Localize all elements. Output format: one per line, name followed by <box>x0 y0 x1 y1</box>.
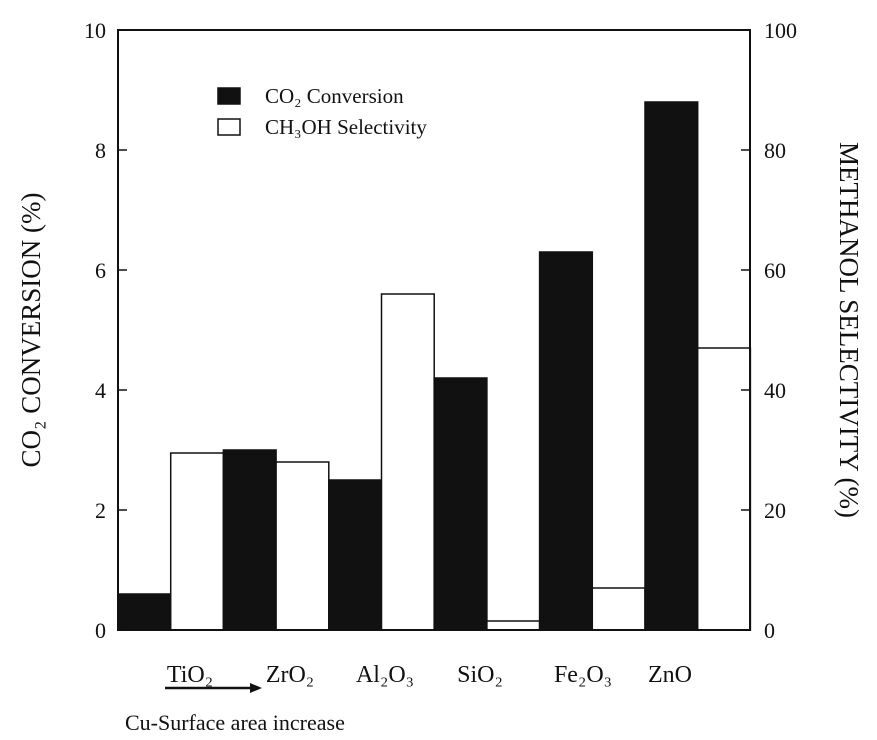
category-label: TiO₂ <box>167 662 213 688</box>
y-axis-right-label: METHANOL SELECTIVITY (%) <box>834 142 864 518</box>
legend: CO₂ Conversion CH₃OH Selectivity <box>217 84 427 139</box>
right-axis: 0 20 40 60 80 100 <box>741 18 797 643</box>
bar-co2-conversion <box>328 479 383 631</box>
bar-co2-conversion <box>433 377 488 631</box>
bar-co2-conversion <box>117 593 172 631</box>
bar-co2-conversion <box>644 101 699 631</box>
category-label: Al₂O₃ <box>356 662 414 688</box>
left-tick-label: 10 <box>84 18 106 43</box>
annotation-arrow <box>165 683 262 693</box>
left-tick-label: 4 <box>95 378 106 403</box>
left-tick-label: 0 <box>95 618 106 643</box>
plot-frame <box>117 29 751 631</box>
bar-ch3oh-selectivity <box>275 461 330 631</box>
left-tick-label: 6 <box>95 258 106 283</box>
legend-label-co2-conversion: CO₂ Conversion <box>265 84 404 108</box>
right-tick-label: 40 <box>764 378 786 403</box>
annotation-label: Cu-Surface area increase <box>125 710 345 735</box>
left-tick-label: 2 <box>95 498 106 523</box>
legend-swatch-ch3oh-selectivity <box>217 118 241 136</box>
right-tick-label: 60 <box>764 258 786 283</box>
category-labels: TiO₂ ZrO₂ Al₂O₃ SiO₂ Fe₂O₃ ZnO <box>167 662 692 688</box>
right-tick-label: 100 <box>764 18 797 43</box>
left-axis: 0 2 4 6 8 10 <box>84 18 127 643</box>
category-label: ZrO₂ <box>266 662 314 688</box>
legend-label-ch3oh-selectivity: CH₃OH Selectivity <box>265 115 427 139</box>
right-tick-label: 0 <box>764 618 775 643</box>
bar-co2-conversion <box>222 449 277 631</box>
y-axis-left-label: CO₂ CONVERSION (%) <box>16 193 46 468</box>
category-label: SiO₂ <box>457 662 503 688</box>
left-tick-label: 8 <box>95 138 106 163</box>
bar-ch3oh-selectivity <box>169 452 225 631</box>
bar-ch3oh-selectivity <box>486 620 541 631</box>
category-label: Fe₂O₃ <box>554 662 612 688</box>
legend-swatch-co2-conversion <box>217 87 241 105</box>
bar-ch3oh-selectivity <box>591 587 646 631</box>
right-tick-label: 20 <box>764 498 786 523</box>
bars-layer <box>117 101 752 631</box>
bar-ch3oh-selectivity <box>380 293 435 631</box>
bar-co2-conversion <box>538 251 594 631</box>
bar-ch3oh-selectivity <box>696 347 752 631</box>
category-label: ZnO <box>648 662 692 688</box>
right-tick-label: 80 <box>764 138 786 163</box>
